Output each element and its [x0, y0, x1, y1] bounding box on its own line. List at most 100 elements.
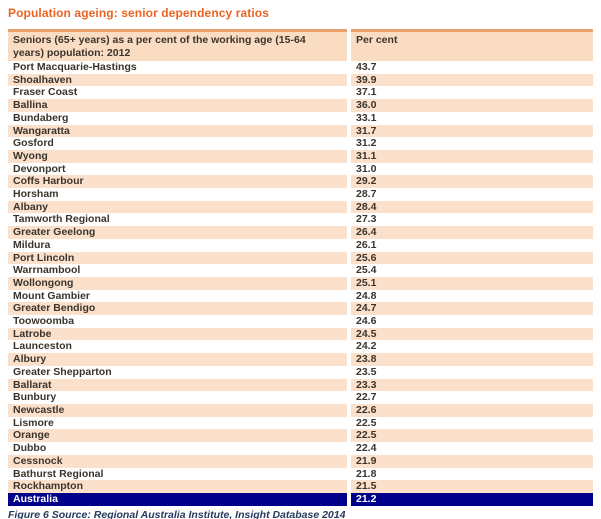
value-cell: 37.1: [347, 86, 593, 100]
table-row: Wyong 31.1: [8, 149, 593, 163]
value-cell: 22.7: [347, 391, 593, 404]
region-cell: Wangaratta: [8, 124, 349, 138]
value-cell: 25.4: [347, 264, 593, 277]
table-row: Latrobe 24.5: [8, 327, 593, 341]
region-cell: Rockhampton: [8, 480, 349, 493]
value-cell: 24.8: [347, 289, 593, 303]
region-cell: Bathurst Regional: [13, 467, 104, 480]
value-cell: 23.8: [347, 353, 593, 366]
table-row: Cessnock 21.9: [8, 454, 593, 468]
value-cell: 22.4: [347, 442, 593, 455]
table-header: Seniors (65+ years) as a per cent of the…: [8, 30, 593, 61]
table-row: Greater Shepparton 23.5: [8, 365, 593, 379]
region-cell: Greater Bendigo: [8, 302, 349, 316]
value-cell: 27.3: [347, 213, 593, 227]
value-cell: 28.4: [347, 200, 593, 214]
region-cell: Australia: [8, 492, 349, 506]
value-cell: 23.5: [347, 365, 593, 379]
value-cell: 21.8: [347, 467, 593, 481]
region-cell: Ballina: [8, 99, 349, 112]
region-cell: Toowoomba: [13, 315, 75, 328]
table-row: Albury 23.8: [8, 353, 593, 366]
region-cell: Coffs Harbour: [8, 175, 349, 189]
figure-source-caption: Figure 6 Source: Regional Australia Inst…: [8, 508, 346, 519]
header-row: Seniors (65+ years) as a per cent of the…: [8, 30, 593, 61]
value-cell: 43.7: [347, 61, 593, 74]
value-cell: 21.9: [347, 454, 593, 468]
value-cell: 21.2: [347, 492, 593, 506]
region-cell: Bundaberg: [13, 111, 69, 124]
region-cell: Horsham: [13, 188, 59, 201]
column-header-seniors: Seniors (65+ years) as a per cent of the…: [8, 30, 349, 61]
table-body: Port Macquarie-Hastings 43.7 Shoalhaven …: [8, 61, 593, 506]
figure-title: Population ageing: senior dependency rat…: [8, 6, 270, 20]
table-row: Wangaratta 31.7: [8, 124, 593, 138]
table-row: Dubbo 22.4: [8, 442, 593, 455]
value-cell: 31.1: [347, 149, 593, 163]
table-row: Launceston 24.2: [8, 340, 593, 354]
value-cell: 26.1: [347, 238, 593, 252]
table-row: Gosford 31.2: [8, 137, 593, 150]
region-cell: Bunbury: [13, 391, 57, 404]
region-cell: Albury: [8, 353, 349, 366]
table-row: Toowoomba 24.6: [8, 315, 593, 328]
table-row: Orange 22.5: [8, 429, 593, 443]
table-row: Greater Geelong 26.4: [8, 226, 593, 239]
value-cell: 24.2: [347, 340, 593, 354]
region-cell: Port Lincoln: [8, 251, 349, 265]
region-cell: Tamworth Regional: [13, 213, 110, 226]
region-cell: Lismore: [13, 416, 54, 429]
value-cell: 28.7: [347, 188, 593, 201]
table-row: Bunbury 22.7: [8, 391, 593, 404]
value-cell: 26.4: [347, 226, 593, 239]
column-header-percent: Per cent: [347, 30, 593, 61]
region-cell: Wollongong: [8, 276, 349, 290]
table-row: Mildura 26.1: [8, 238, 593, 252]
region-cell: Greater Shepparton: [13, 365, 112, 378]
region-cell: Fraser Coast: [13, 86, 78, 99]
value-cell: 39.9: [347, 73, 593, 87]
value-cell: 25.1: [347, 276, 593, 290]
table-row: Ballarat 23.3: [8, 378, 593, 392]
region-cell: Orange: [8, 429, 349, 443]
table-row: Fraser Coast 37.1: [8, 86, 593, 100]
table-row: Tamworth Regional 27.3: [8, 213, 593, 227]
region-cell: Port Macquarie-Hastings: [13, 61, 137, 73]
table-row: Horsham 28.7: [8, 188, 593, 201]
region-cell: Newcastle: [8, 403, 349, 417]
value-cell: 23.3: [347, 378, 593, 392]
table-row: Devonport 31.0: [8, 162, 593, 176]
region-cell: Shoalhaven: [8, 73, 349, 87]
table-row: Bathurst Regional 21.8: [8, 467, 593, 481]
table-row: Port Lincoln 25.6: [8, 251, 593, 265]
region-cell: Mount Gambier: [13, 289, 91, 302]
value-cell: 22.5: [347, 416, 593, 430]
value-cell: 36.0: [347, 99, 593, 112]
table-row: Warrnambool 25.4: [8, 264, 593, 277]
table-row: Albany 28.4: [8, 200, 593, 214]
region-cell: Gosford: [13, 137, 54, 150]
table-row: Shoalhaven 39.9: [8, 73, 593, 87]
region-cell: Latrobe: [8, 327, 349, 341]
value-cell: 22.6: [347, 403, 593, 417]
region-cell: Mildura: [13, 238, 51, 251]
table-row: Coffs Harbour 29.2: [8, 175, 593, 189]
table-row: Mount Gambier 24.8: [8, 289, 593, 303]
total-row-australia: Australia 21.2: [8, 492, 593, 506]
table-row: Port Macquarie-Hastings 43.7: [8, 61, 593, 74]
region-cell: Warrnambool: [13, 264, 81, 277]
value-cell: 24.6: [347, 315, 593, 328]
region-cell: Ballarat: [8, 378, 349, 392]
table-row: Wollongong 25.1: [8, 276, 593, 290]
value-cell: 24.7: [347, 302, 593, 316]
table-row: Newcastle 22.6: [8, 403, 593, 417]
region-cell: Greater Geelong: [8, 226, 349, 239]
table-row: Ballina 36.0: [8, 99, 593, 112]
value-cell: 33.1: [347, 111, 593, 125]
region-cell: Albany: [8, 200, 349, 214]
region-cell: Launceston: [13, 340, 72, 353]
table-row: Rockhampton 21.5: [8, 480, 593, 493]
value-cell: 29.2: [347, 175, 593, 189]
region-cell: Cessnock: [8, 454, 349, 468]
